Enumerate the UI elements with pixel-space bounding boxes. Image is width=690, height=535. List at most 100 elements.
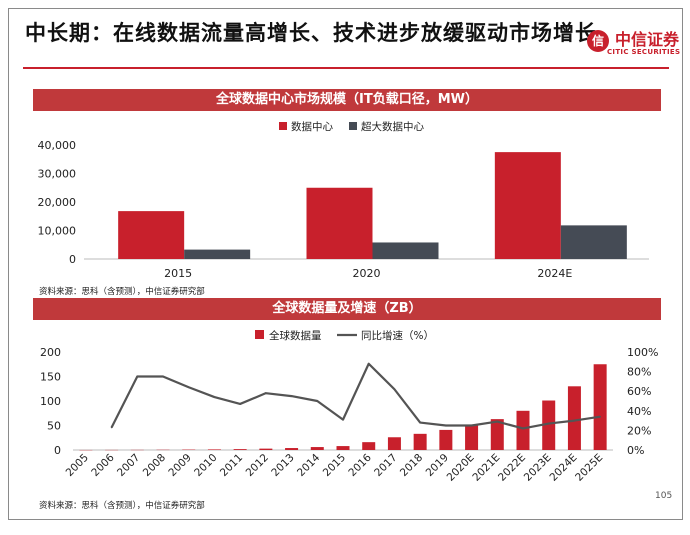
- x-tick-label: 2020E: [445, 452, 477, 484]
- growth-rate-point: [316, 400, 319, 402]
- y-left-tick-label: 100: [40, 395, 61, 408]
- bar-data-volume: [259, 448, 273, 450]
- y-tick-label: 30,000: [38, 168, 77, 181]
- legend-label: 数据中心: [291, 120, 333, 133]
- y-right-tick-label: 40%: [627, 405, 651, 418]
- x-tick-label: 2013: [269, 452, 296, 479]
- growth-rate-point: [573, 419, 576, 422]
- x-tick-label: 2024E: [537, 267, 572, 280]
- x-tick-label: 2010: [192, 452, 219, 479]
- growth-rate-point: [419, 421, 421, 424]
- bar-data-volume: [233, 449, 247, 450]
- y-right-tick-label: 80%: [627, 366, 651, 379]
- growth-rate-point: [342, 418, 344, 421]
- page-number: 105: [655, 491, 673, 501]
- x-tick-label: 2011: [218, 452, 245, 479]
- y-left-tick-label: 200: [40, 346, 61, 359]
- x-tick-label: 2006: [89, 451, 117, 479]
- y-tick-label: 0: [69, 253, 76, 266]
- logo-mark-icon: 信: [587, 30, 609, 52]
- growth-rate-point: [599, 415, 601, 418]
- bar-data-volume: [413, 433, 427, 450]
- bar-data-volume: [490, 419, 504, 450]
- bar-data-volume: [439, 429, 453, 450]
- company-logo: 信 中信证券 CITIC SECURITIES: [579, 26, 681, 62]
- x-tick-label: 2009: [166, 452, 193, 479]
- logo-name-en: CITIC SECURITIES: [607, 48, 681, 56]
- growth-rate-line: [110, 362, 601, 430]
- title-divider: [23, 67, 669, 69]
- x-tick-label: 2007: [115, 452, 142, 479]
- growth-rate-point: [367, 362, 370, 365]
- bar-hyperscale: [560, 225, 627, 259]
- growth-rate-point: [393, 388, 396, 391]
- x-tick-label: 2005: [64, 452, 91, 479]
- page-title: 中长期：在线数据流量高增长、技术进步放缓驱动市场增长: [25, 21, 597, 45]
- y-tick-label: 10,000: [38, 225, 77, 238]
- growth-rate-point: [547, 422, 550, 425]
- y-left-tick-label: 0: [54, 444, 61, 457]
- y-right-tick-label: 20%: [627, 424, 651, 437]
- bar-data-volume: [336, 446, 350, 450]
- y-tick-label: 20,000: [38, 196, 77, 209]
- legend-swatch: [349, 122, 357, 130]
- legend-swatch: [279, 122, 287, 130]
- x-tick-label: 2020: [353, 267, 381, 280]
- x-tick-label: 2016: [346, 451, 374, 479]
- growth-rate-point: [290, 395, 293, 397]
- growth-rate-point: [496, 420, 499, 423]
- bar-data-volume: [207, 449, 221, 450]
- y-right-tick-label: 60%: [627, 385, 651, 398]
- x-tick-label: 2021E: [470, 452, 502, 484]
- bar-hyperscale: [372, 242, 439, 259]
- bar-hyperscale: [184, 249, 251, 259]
- y-right-tick-label: 0%: [627, 444, 644, 457]
- bar-data-volume: [516, 410, 530, 450]
- bar-datacenter: [118, 211, 185, 259]
- growth-rate-point: [265, 392, 267, 394]
- growth-rate-point: [187, 386, 190, 389]
- bar-data-volume: [593, 364, 607, 450]
- legend-label-line: 同比增速（%）: [361, 329, 434, 342]
- x-tick-label: 2012: [244, 452, 271, 479]
- bar-data-volume: [465, 425, 479, 450]
- bar-data-volume: [387, 437, 401, 450]
- chart2-plot: 0501001502000%20%40%60%80%100%2005200620…: [40, 329, 658, 484]
- bar-data-volume: [542, 400, 556, 450]
- x-tick-label: 2008: [141, 452, 168, 479]
- bar-data-volume: [567, 386, 581, 450]
- chart2-title: 全球数据量及增速（ZB）: [33, 298, 661, 320]
- growth-rate-point: [162, 375, 164, 378]
- bar-data-volume: [362, 442, 376, 450]
- chart1-title: 全球数据中心市场规模（IT负载口径，MW）: [33, 89, 661, 111]
- legend-label: 超大数据中心: [361, 120, 424, 133]
- legend-label-bar: 全球数据量: [269, 329, 322, 342]
- y-tick-label: 40,000: [38, 139, 77, 152]
- legend-swatch-bar: [255, 330, 264, 339]
- chart2-source: 资料来源：思科（含预测），中信证券研究部: [39, 501, 205, 511]
- slide: 中长期：在线数据流量高增长、技术进步放缓驱动市场增长 信 中信证券 CITIC …: [8, 8, 683, 520]
- growth-rate-point: [136, 375, 139, 378]
- x-tick-label: 2025E: [573, 452, 605, 484]
- x-tick-label: 2022E: [496, 452, 528, 484]
- x-tick-label: 2014: [295, 451, 323, 479]
- y-right-tick-label: 100%: [627, 346, 658, 359]
- bar-data-volume: [310, 447, 324, 450]
- y-left-tick-label: 50: [47, 420, 61, 433]
- x-tick-label: 2015: [164, 267, 192, 280]
- bar-datacenter: [306, 187, 373, 259]
- growth-rate-point: [445, 424, 447, 427]
- x-tick-label: 2023E: [522, 452, 554, 484]
- growth-rate-point: [110, 426, 113, 429]
- bar-data-volume: [285, 448, 299, 450]
- chart1-source: 资料来源：思科（含预测），中信证券研究部: [39, 287, 205, 297]
- chart1-plot: 0 10,000 20,000 30,000 40,000 2015 2020 2024E 数据…: [38, 120, 649, 280]
- growth-rate-point: [522, 427, 524, 430]
- x-tick-label: 2015: [321, 452, 348, 479]
- x-tick-label: 2017: [372, 452, 399, 479]
- bar-datacenter: [494, 152, 561, 259]
- x-tick-label: 2024E: [547, 452, 579, 484]
- growth-rate-point: [239, 403, 241, 405]
- y-left-tick-label: 150: [40, 371, 61, 384]
- growth-rate-point: [470, 424, 473, 427]
